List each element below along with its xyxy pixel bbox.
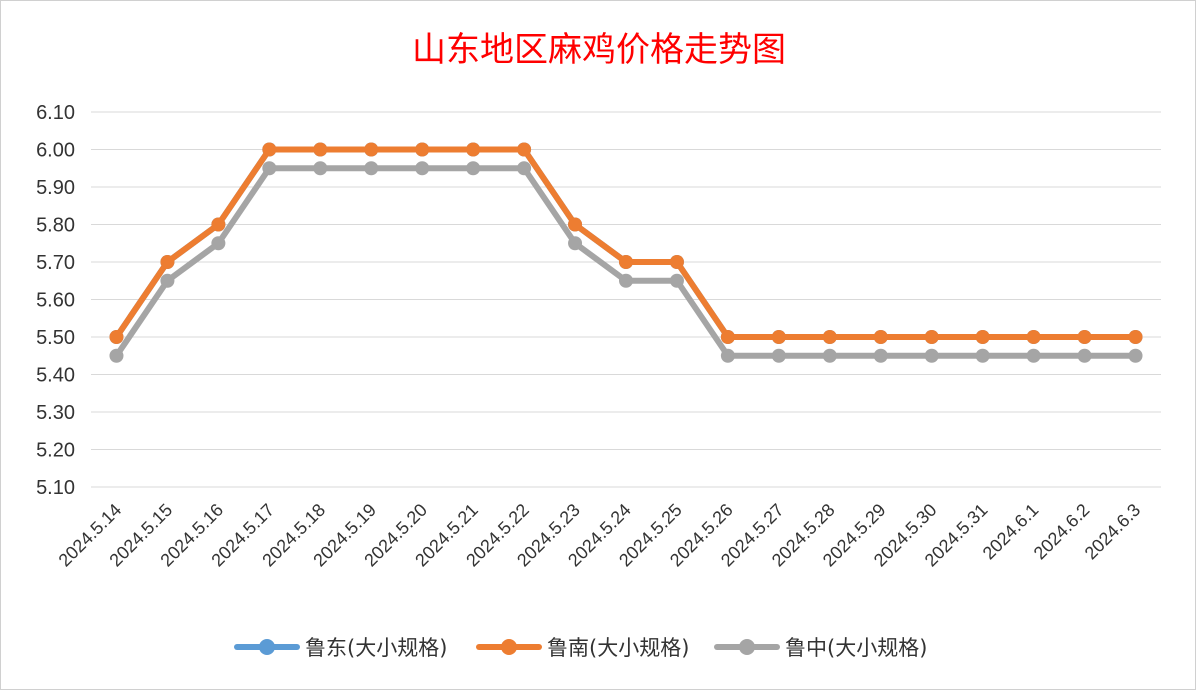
y-tick-label: 5.10 [36, 477, 75, 499]
data-point [975, 348, 990, 363]
data-point [669, 255, 684, 269]
series-2 [109, 142, 1143, 344]
data-point [771, 348, 786, 363]
data-point [924, 330, 939, 344]
data-point [1128, 330, 1143, 344]
data-point [822, 330, 837, 344]
y-tick-label: 5.30 [36, 402, 75, 424]
data-point [1077, 348, 1092, 363]
data-point [873, 330, 888, 344]
data-point [924, 348, 939, 363]
data-point [313, 161, 328, 176]
y-tick-label: 5.60 [36, 290, 75, 312]
data-point [313, 142, 328, 157]
data-point [568, 217, 583, 232]
data-point [466, 142, 481, 157]
legend-label: 鲁东(大小规格) [305, 636, 447, 660]
data-point [364, 142, 379, 157]
y-tick-label: 6.10 [36, 102, 75, 124]
data-point [771, 330, 786, 344]
chart-title: 山东地区麻鸡价格走势图 [412, 30, 786, 70]
data-point [415, 161, 430, 176]
x-tick-label: 2024.6.3 [1081, 500, 1145, 564]
data-point [517, 161, 532, 176]
y-tick-label: 6.00 [36, 140, 75, 162]
y-tick-label: 5.80 [36, 215, 75, 237]
y-tick-label: 5.70 [36, 252, 75, 274]
series-line [113, 146, 1139, 340]
legend-swatch-marker [501, 639, 517, 655]
data-point [415, 142, 430, 157]
data-point [1128, 348, 1143, 363]
data-point [109, 348, 124, 363]
data-point [720, 330, 735, 344]
data-point [619, 273, 633, 288]
gridlines [91, 111, 1161, 488]
data-point [211, 236, 226, 251]
legend: 鲁东(大小规格) 鲁南(大小规格) 鲁中(大小规格) [234, 636, 927, 660]
legend-label: 鲁南(大小规格) [547, 636, 689, 660]
data-point [1026, 330, 1041, 344]
data-point [262, 161, 277, 176]
legend-item: 鲁中(大小规格) [714, 636, 927, 660]
legend-swatch-marker [259, 639, 275, 655]
y-tick-label: 5.20 [36, 440, 75, 462]
data-point [109, 330, 124, 344]
series-layer [109, 142, 1143, 363]
x-axis: 2024.5.142024.5.152024.5.162024.5.172024… [55, 500, 1145, 571]
data-point [160, 255, 175, 269]
y-tick-label: 5.40 [36, 365, 75, 387]
data-point [568, 236, 583, 251]
data-point [822, 348, 837, 363]
series-3 [109, 161, 1143, 363]
data-point [1026, 348, 1041, 363]
data-point [619, 255, 633, 269]
series-line [113, 146, 1139, 340]
data-point [160, 273, 175, 288]
data-point [517, 142, 532, 157]
legend-label: 鲁中(大小规格) [785, 636, 927, 660]
data-point [1077, 330, 1092, 344]
data-point [975, 330, 990, 344]
data-point [720, 348, 735, 363]
y-tick-label: 5.50 [36, 327, 75, 349]
data-point [211, 217, 226, 232]
y-axis: 6.10 6.00 5.90 5.80 5.70 5.60 5.50 5.40 5.30 5.20… [36, 102, 75, 499]
data-point [364, 161, 379, 176]
data-point [669, 273, 684, 288]
data-point [466, 161, 481, 176]
legend-swatch-marker [739, 639, 755, 655]
data-point [873, 348, 888, 363]
y-tick-label: 5.90 [36, 177, 75, 199]
legend-item: 鲁东(大小规格) [234, 636, 447, 660]
data-point [262, 142, 277, 157]
legend-item: 鲁南(大小规格) [476, 636, 689, 660]
